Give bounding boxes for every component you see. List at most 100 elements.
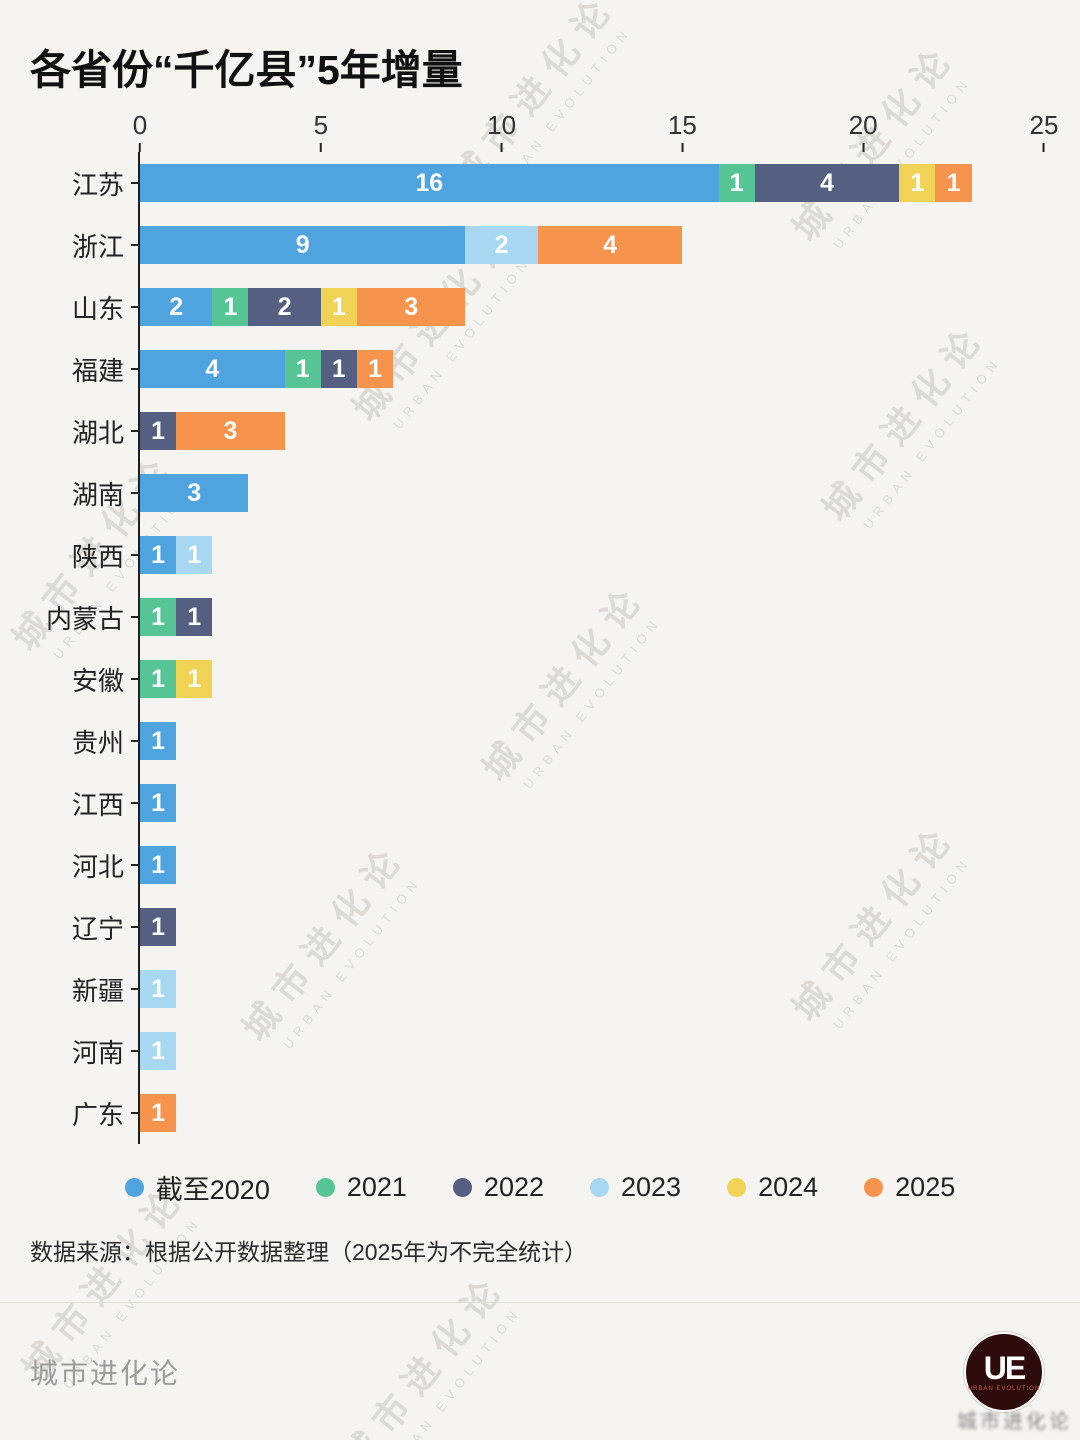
- bottom-right-mark: 城市进化论: [957, 1411, 1072, 1433]
- segment-value-label: 2: [494, 230, 509, 259]
- stacked-bar-chart: 0 5 10 15 20 25 江苏 16 1 4 1 1 浙江 9 2 4 山东 2 1 2 1 3 福建 4 1 1 1 湖北 1…: [0, 102, 1080, 1144]
- legend-dot: [727, 1178, 747, 1197]
- bar-segment-2023: 1: [176, 536, 213, 574]
- segment-value-label: 3: [223, 416, 238, 445]
- category-label: 河北: [71, 851, 124, 882]
- x-tick-mark: [500, 143, 503, 152]
- segment-value-label: 1: [151, 540, 166, 569]
- legend-label: 2023: [621, 1172, 682, 1202]
- segment-value-label: 1: [151, 850, 166, 879]
- category-label: 河南: [71, 1037, 124, 1068]
- segment-value-label: 3: [404, 292, 419, 321]
- bar-area: 3: [131, 462, 1044, 524]
- category-label: 安徽: [71, 665, 124, 696]
- bar-segment-截至2020: 1: [140, 722, 177, 760]
- legend-item: 2024: [727, 1172, 818, 1203]
- bar-segment-截至2020: 1: [140, 784, 177, 822]
- chart-row: 湖北 1 3: [28, 400, 1044, 462]
- bar-area: 1: [131, 958, 1044, 1020]
- bar-segment-2022: 1: [140, 908, 177, 946]
- segment-value-label: 1: [187, 540, 202, 569]
- segment-value-label: 1: [151, 602, 166, 631]
- segment-value-label: 1: [729, 168, 744, 197]
- chart-row: 河北 1: [28, 834, 1044, 896]
- chart-title: 各省份“千亿县”5年增量: [30, 47, 463, 93]
- stacked-bar: 1: [140, 1032, 1044, 1070]
- x-tick-label: 25: [1029, 110, 1059, 140]
- segment-value-label: 4: [205, 354, 220, 383]
- category-label: 江西: [71, 789, 124, 820]
- segment-value-label: 2: [169, 292, 184, 321]
- x-axis-row: 0 5 10 15 20 25: [28, 102, 1058, 152]
- category-label: 辽宁: [71, 913, 124, 944]
- segment-value-label: 2: [277, 292, 292, 321]
- segment-value-label: 1: [151, 664, 166, 693]
- chart-row: 浙江 9 2 4: [28, 214, 1044, 276]
- segment-value-label: 1: [331, 292, 346, 321]
- chart-row: 山东 2 1 2 1 3: [28, 276, 1044, 338]
- category-label: 陕西: [71, 541, 124, 572]
- x-tick-label: 15: [667, 110, 697, 140]
- bar-segment-截至2020: 2: [140, 288, 213, 326]
- ue-logo: UE URBAN EVOLUTION: [964, 1331, 1044, 1412]
- bar-segment-截至2020: 9: [140, 226, 466, 264]
- x-tick: 15: [668, 110, 697, 152]
- footer: 城市进化论 UE URBAN EVOLUTION: [0, 1303, 1080, 1440]
- bar-area: 1: [131, 772, 1044, 834]
- bar-area: 2 1 2 1 3: [131, 276, 1044, 338]
- bar-area: 1: [131, 1020, 1044, 1082]
- category-label: 江苏: [71, 169, 124, 200]
- x-tick: 20: [849, 110, 878, 152]
- chart-row: 安徽 1 1: [28, 648, 1044, 710]
- x-tick: 0: [133, 110, 147, 152]
- source-note: 数据来源：根据公开数据整理（2025年为不完全统计）: [30, 1239, 588, 1265]
- bar-segment-2025: 1: [140, 1094, 177, 1132]
- stacked-bar: 1: [140, 784, 1044, 822]
- bar-area: 1: [131, 710, 1044, 772]
- bar-segment-2024: 1: [899, 164, 936, 202]
- segment-value-label: 1: [151, 912, 166, 941]
- x-tick-label: 5: [313, 110, 329, 140]
- category-label: 湖南: [71, 479, 124, 510]
- legend-dot: [124, 1178, 144, 1197]
- brand-name: 城市进化论: [30, 1357, 181, 1389]
- chart-rows: 江苏 16 1 4 1 1 浙江 9 2 4 山东 2 1 2 1 3 福建 4 1 1 1 湖北 1 3 湖南 3 陕西 1 1 内蒙古…: [28, 152, 1044, 1144]
- segment-value-label: 1: [151, 726, 166, 755]
- bar-area: 16 1 4 1 1: [131, 152, 1044, 214]
- segment-value-label: 1: [368, 354, 382, 383]
- bar-segment-2022: 1: [320, 350, 357, 388]
- legend-item: 2022: [452, 1172, 544, 1203]
- bar-segment-2021: 1: [284, 350, 321, 388]
- segment-value-label: 1: [151, 416, 166, 445]
- legend-item: 2023: [590, 1172, 681, 1203]
- bar-segment-2021: 1: [718, 164, 755, 202]
- chart-row: 陕西 1 1: [28, 524, 1044, 586]
- stacked-bar: 2 1 2 1 3: [140, 288, 1044, 326]
- bar-segment-2025: 3: [356, 288, 466, 326]
- category-label: 广东: [71, 1099, 124, 1130]
- chart-row: 江西 1: [28, 772, 1044, 834]
- legend-label: 2022: [483, 1172, 544, 1202]
- legend: 截至2020 2021 2022 2023 2024 2025: [0, 1168, 1080, 1207]
- segment-value-label: 1: [151, 1036, 166, 1065]
- category-label: 内蒙古: [45, 603, 124, 634]
- bar-segment-2025: 3: [176, 412, 285, 450]
- stacked-bar: 3: [140, 474, 1044, 512]
- bar-segment-2025: 1: [935, 164, 972, 202]
- divider: [0, 1302, 1080, 1303]
- bar-segment-2023: 1: [140, 970, 177, 1008]
- segment-value-label: 4: [603, 230, 618, 259]
- legend-label: 2024: [758, 1172, 819, 1202]
- bar-segment-2025: 4: [537, 226, 683, 264]
- legend-item: 截至2020: [124, 1168, 270, 1207]
- x-tick-mark: [1042, 143, 1045, 152]
- segment-value-label: 9: [295, 230, 310, 259]
- bar-area: 1: [131, 1082, 1044, 1144]
